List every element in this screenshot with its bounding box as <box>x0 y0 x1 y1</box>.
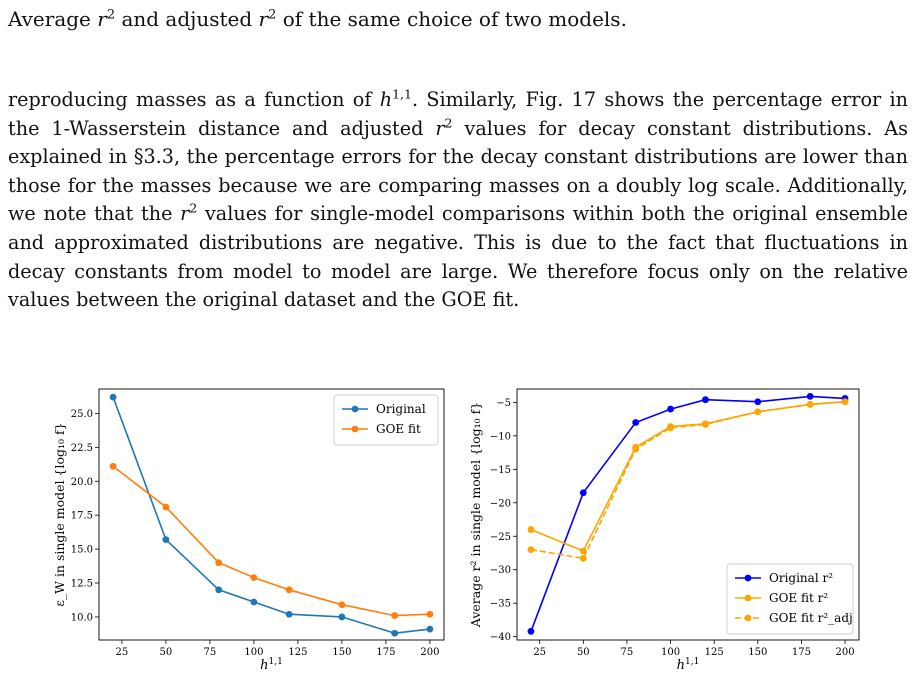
data-point <box>754 408 762 416</box>
y-tick-label: −10 <box>490 431 511 442</box>
y-tick-label: −40 <box>490 632 511 643</box>
y-tick-label: 22.5 <box>71 443 93 454</box>
data-point <box>285 610 293 618</box>
data-point <box>162 503 170 511</box>
x-tick-label: 175 <box>792 647 811 658</box>
y-tick-label: 10.0 <box>71 612 93 623</box>
legend-box <box>726 563 854 635</box>
x-tick-label: 100 <box>244 647 263 658</box>
x-tick-label: 175 <box>376 647 395 658</box>
data-point <box>702 396 709 404</box>
data-point <box>426 610 434 618</box>
y-tick-label: −15 <box>490 465 511 476</box>
series-line-2 <box>530 400 846 553</box>
chart-2: 25 50 75 100 125 150 175 200 −40 −35 −30 −25 −20 −15 −… <box>468 388 860 673</box>
x-tick-label: 75 <box>621 647 634 658</box>
data-point <box>806 400 814 408</box>
legend-label: GOE fit r²_adj <box>769 611 853 625</box>
x-tick-label: 200 <box>835 647 854 658</box>
data-point <box>579 489 587 497</box>
data-point <box>426 625 434 633</box>
y-tick-label: 17.5 <box>71 511 93 522</box>
data-point <box>754 398 762 406</box>
data-point <box>162 536 170 543</box>
legend: Original r² GOE fit r² GOE fit r²_adj <box>726 563 854 635</box>
data-point <box>391 629 399 637</box>
y-axis-label: Average r² in single model {log₁₀ f} <box>468 402 483 628</box>
body-paragraph: reproducing masses as a function of h1,1… <box>8 86 909 312</box>
data-point <box>667 424 674 432</box>
plot-frame <box>516 388 860 641</box>
data-point <box>579 547 587 555</box>
legend-marker <box>744 614 752 622</box>
data-point <box>250 598 258 606</box>
data-point <box>632 419 640 426</box>
series-line-1 <box>530 395 846 632</box>
y-tick-label: 25.0 <box>71 409 93 420</box>
series-line-1 <box>112 396 430 635</box>
data-point <box>527 627 535 635</box>
legend-label: GOE fit <box>376 422 421 436</box>
data-point <box>667 405 674 413</box>
legend-box <box>333 394 439 446</box>
legend-marker <box>351 405 359 413</box>
x-tick-label: 125 <box>705 647 724 658</box>
x-axis-label: h1,1 <box>260 657 283 673</box>
y-tick-label: −20 <box>490 498 511 509</box>
legend-marker <box>351 425 359 433</box>
data-point <box>285 586 293 594</box>
data-point <box>391 612 399 619</box>
series-line-3 <box>530 400 846 560</box>
data-point <box>527 526 535 533</box>
x-tick-label: 50 <box>160 647 173 658</box>
x-tick-label: 75 <box>204 647 217 658</box>
data-point <box>632 445 640 453</box>
chart-1: 25 50 75 100 125 150 175 200 10.0 12.5 15.0 17.5 20.… <box>52 388 445 673</box>
x-axis-label: h1,1 <box>677 657 700 673</box>
data-point <box>841 398 849 406</box>
data-point <box>250 574 258 581</box>
y-tick-label: 12.5 <box>71 579 93 590</box>
x-tick-label: 150 <box>748 647 767 658</box>
x-tick-label: 125 <box>288 647 307 658</box>
data-point <box>109 462 117 470</box>
series-line-2 <box>112 465 430 617</box>
data-point <box>338 601 346 609</box>
x-tick-label: 200 <box>420 647 439 658</box>
data-point <box>215 559 223 567</box>
y-tick-label: 15.0 <box>71 545 93 556</box>
data-point <box>527 546 535 554</box>
data-point <box>338 613 346 621</box>
x-tick-label: 50 <box>577 647 590 658</box>
x-tick-label: 150 <box>332 647 351 658</box>
x-tick-label: 25 <box>116 647 129 658</box>
data-point <box>702 421 709 428</box>
legend-label: GOE fit r² <box>769 591 828 605</box>
data-point <box>806 392 814 400</box>
legend-label: Original r² <box>769 571 833 585</box>
x-tick-label: 100 <box>661 647 680 658</box>
data-point <box>215 586 223 594</box>
x-tick-label: 25 <box>533 647 546 658</box>
y-tick-label: −25 <box>490 532 511 543</box>
y-tick-label: 20.0 <box>71 477 93 488</box>
figure-caption: Average r2 and adjusted r2 of the same c… <box>8 7 627 31</box>
y-tick-label: −35 <box>490 599 511 610</box>
y-tick-label: −30 <box>490 565 511 576</box>
legend: Original GOE fit <box>333 394 439 446</box>
legend-marker <box>744 574 752 582</box>
y-axis-label: ε_W in single model {log₁₀ f} <box>52 422 67 606</box>
data-point <box>579 554 587 562</box>
legend-label: Original <box>376 402 426 416</box>
legend-marker <box>744 594 752 602</box>
plot-frame <box>98 388 445 641</box>
y-tick-label: −5 <box>496 398 511 409</box>
data-point <box>109 393 117 401</box>
